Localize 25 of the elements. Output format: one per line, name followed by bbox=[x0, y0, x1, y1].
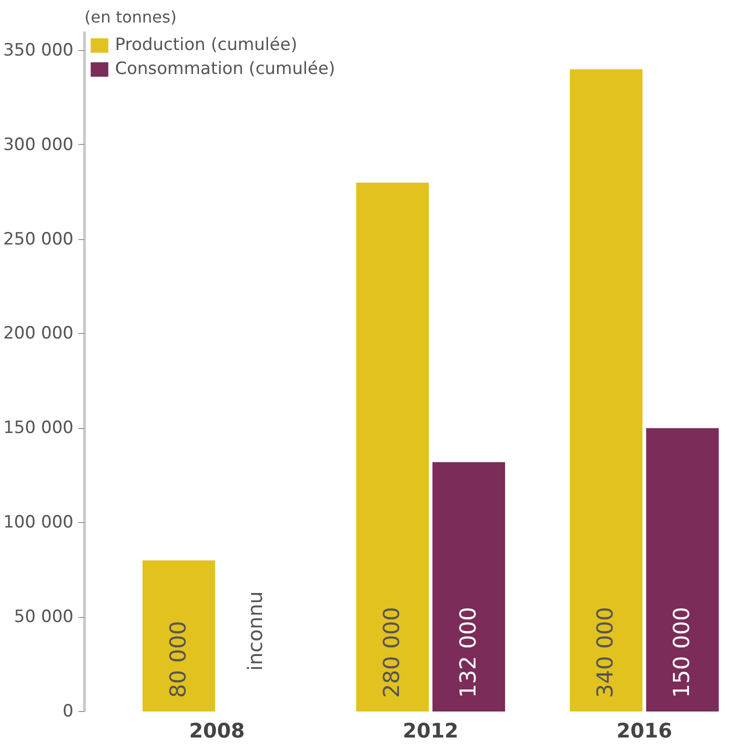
bar bbox=[356, 182, 429, 712]
data-label: 132 000 bbox=[456, 606, 482, 698]
bar bbox=[570, 69, 642, 712]
y-axis-title: (en tonnes) bbox=[84, 8, 177, 26]
legend-label: Consommation (cumulée) bbox=[115, 59, 336, 79]
y-tick-label: 300 000 bbox=[3, 134, 74, 155]
y-tick-label: 100 000 bbox=[3, 512, 74, 533]
data-label: 150 000 bbox=[670, 606, 695, 698]
y-tick-label: 150 000 bbox=[3, 418, 74, 438]
y-tick-label: 0 bbox=[62, 702, 74, 722]
bar bbox=[646, 428, 719, 712]
legend-label: Production (cumulée) bbox=[115, 35, 298, 55]
y-tick-label: 350 000 bbox=[3, 40, 74, 60]
x-tick-label: 2016 bbox=[616, 718, 672, 742]
x-tick-label: 2008 bbox=[189, 718, 245, 742]
data-label: 340 000 bbox=[594, 606, 619, 698]
y-tick-label: 50 000 bbox=[14, 607, 74, 628]
bar bbox=[142, 560, 216, 712]
annotation: inconnu bbox=[243, 591, 268, 671]
data-label: 80 000 bbox=[166, 620, 192, 698]
y-tick-label: 250 000 bbox=[3, 229, 74, 250]
bar bbox=[432, 462, 506, 712]
data-label: 280 000 bbox=[380, 606, 405, 698]
x-tick-label: 2012 bbox=[402, 718, 458, 742]
y-tick-label: 200 000 bbox=[3, 324, 74, 344]
